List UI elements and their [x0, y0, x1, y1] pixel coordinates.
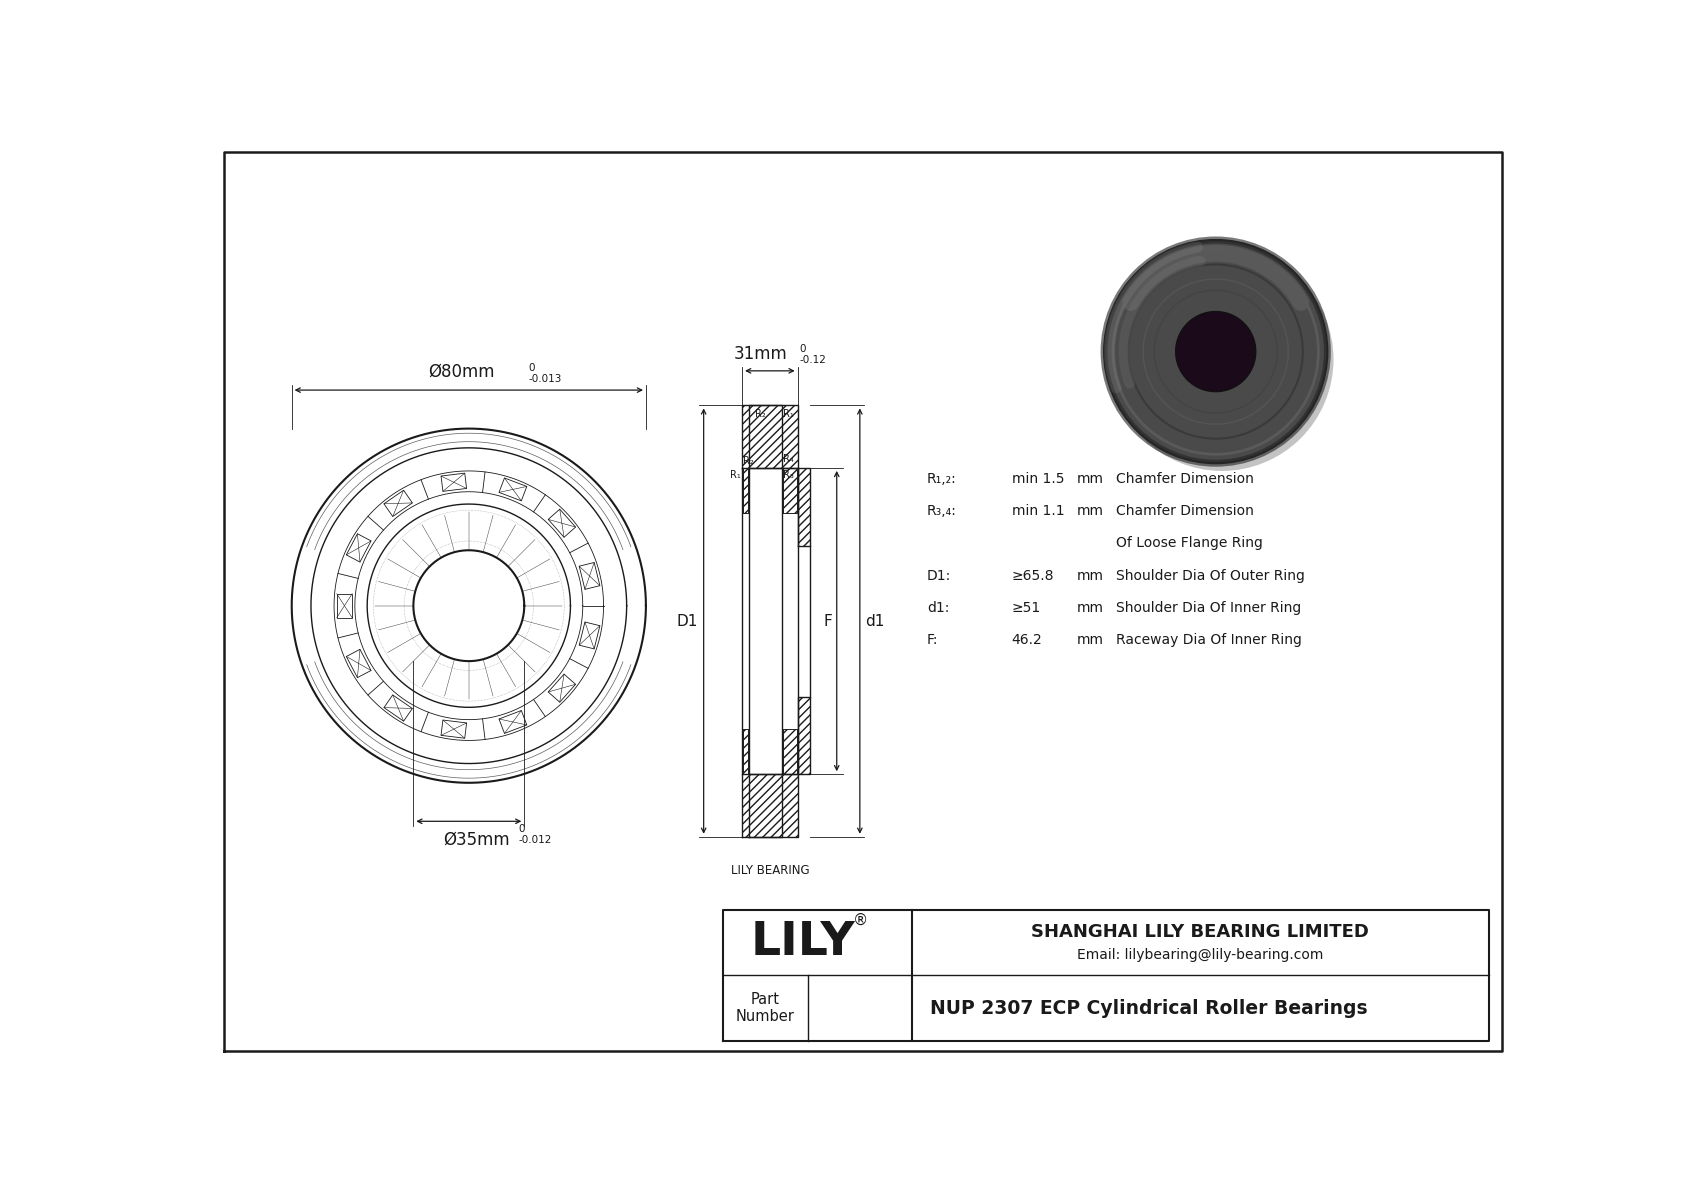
- Text: mm: mm: [1078, 472, 1105, 486]
- Text: Raceway Dia Of Inner Ring: Raceway Dia Of Inner Ring: [1115, 634, 1302, 648]
- Text: D1: D1: [675, 613, 697, 629]
- Text: Email: lilybearing@lily-bearing.com: Email: lilybearing@lily-bearing.com: [1078, 948, 1324, 962]
- Text: R₂: R₂: [756, 409, 766, 418]
- Text: mm: mm: [1078, 504, 1105, 518]
- Text: LILY: LILY: [751, 921, 855, 965]
- Polygon shape: [783, 468, 797, 513]
- Text: SHANGHAI LILY BEARING LIMITED: SHANGHAI LILY BEARING LIMITED: [1031, 923, 1369, 941]
- Text: ≥65.8: ≥65.8: [1012, 568, 1054, 582]
- Text: min 1.5: min 1.5: [1012, 472, 1064, 486]
- Text: -0.013: -0.013: [529, 374, 562, 384]
- Polygon shape: [743, 468, 748, 513]
- Circle shape: [1110, 248, 1334, 470]
- Text: Shoulder Dia Of Outer Ring: Shoulder Dia Of Outer Ring: [1115, 568, 1305, 582]
- Polygon shape: [783, 729, 797, 774]
- Text: R₁: R₁: [783, 409, 793, 418]
- Text: R₄: R₄: [783, 454, 793, 464]
- Text: Chamfer Dimension: Chamfer Dimension: [1115, 472, 1253, 486]
- Text: 0: 0: [800, 344, 805, 354]
- Circle shape: [1105, 239, 1327, 463]
- Text: mm: mm: [1078, 568, 1105, 582]
- Text: R₃: R₃: [783, 469, 793, 480]
- Text: d1:: d1:: [926, 601, 950, 615]
- Text: R₁,₂:: R₁,₂:: [926, 472, 957, 486]
- Text: ≥51: ≥51: [1012, 601, 1041, 615]
- Text: Ø35mm: Ø35mm: [443, 830, 510, 848]
- Text: D1:: D1:: [926, 568, 951, 582]
- Text: F: F: [823, 613, 832, 629]
- Text: F:: F:: [926, 634, 938, 648]
- Text: Chamfer Dimension: Chamfer Dimension: [1115, 504, 1253, 518]
- Polygon shape: [749, 405, 781, 468]
- Text: 31mm: 31mm: [734, 345, 788, 363]
- Polygon shape: [743, 729, 748, 774]
- Polygon shape: [798, 468, 810, 545]
- Polygon shape: [743, 774, 798, 837]
- Text: 46.2: 46.2: [1012, 634, 1042, 648]
- Text: 0: 0: [529, 363, 536, 373]
- Text: -0.012: -0.012: [519, 835, 552, 846]
- Text: -0.12: -0.12: [800, 355, 827, 366]
- Text: NUP 2307 ECP Cylindrical Roller Bearings: NUP 2307 ECP Cylindrical Roller Bearings: [930, 998, 1367, 1017]
- Text: mm: mm: [1078, 634, 1105, 648]
- Polygon shape: [798, 697, 810, 774]
- Text: Of Loose Flange Ring: Of Loose Flange Ring: [1115, 536, 1263, 550]
- Text: Part
Number: Part Number: [736, 992, 795, 1024]
- Text: ®: ®: [852, 912, 867, 928]
- Text: d1: d1: [866, 613, 884, 629]
- Text: R₁: R₁: [729, 470, 741, 480]
- Text: Ø80mm: Ø80mm: [428, 363, 495, 381]
- Circle shape: [1175, 312, 1256, 392]
- Text: Shoulder Dia Of Inner Ring: Shoulder Dia Of Inner Ring: [1115, 601, 1300, 615]
- Text: R₃,₄:: R₃,₄:: [926, 504, 957, 518]
- Text: 0: 0: [519, 824, 525, 834]
- Text: LILY BEARING: LILY BEARING: [731, 863, 810, 877]
- Text: R₂: R₂: [743, 456, 754, 466]
- Text: min 1.1: min 1.1: [1012, 504, 1064, 518]
- Polygon shape: [743, 405, 798, 468]
- Text: mm: mm: [1078, 601, 1105, 615]
- Polygon shape: [749, 774, 781, 837]
